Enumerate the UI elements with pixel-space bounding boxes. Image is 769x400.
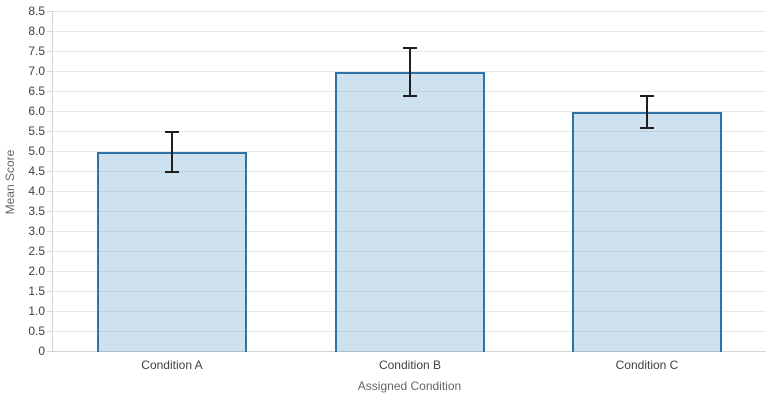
y-tick-label: 0.5 (28, 324, 45, 338)
y-tick-label: 2.5 (28, 244, 45, 258)
y-tick-label: 6.5 (28, 84, 45, 98)
gridline (53, 311, 766, 312)
category-label: Condition A (141, 358, 203, 372)
y-tick-label: 5.5 (28, 124, 45, 138)
y-tick-label: 1.5 (28, 284, 45, 298)
y-axis-tick (47, 71, 53, 72)
y-axis-tick (47, 191, 53, 192)
y-axis-tick (47, 51, 53, 52)
y-axis-tick (47, 291, 53, 292)
y-axis-tick (47, 11, 53, 12)
bar (97, 152, 247, 352)
y-axis-tick (47, 151, 53, 152)
error-bar-line (646, 96, 648, 128)
gridline (53, 191, 766, 192)
category-label: Condition C (615, 358, 679, 372)
error-bar-line (171, 132, 173, 172)
y-tick-label: 4.5 (28, 164, 45, 178)
error-bar-cap-bottom (640, 127, 654, 129)
error-bar-cap-top (403, 47, 417, 49)
y-tick-label: 8.5 (28, 4, 45, 18)
gridline (53, 111, 766, 112)
error-bar-cap-top (640, 95, 654, 97)
gridline (53, 171, 766, 172)
y-tick-label: 7.5 (28, 44, 45, 58)
y-axis-tick (47, 271, 53, 272)
error-bar-cap-bottom (165, 171, 179, 173)
y-tick-label: 3.0 (28, 224, 45, 238)
gridline (53, 251, 766, 252)
y-tick-label: 0 (38, 344, 45, 358)
error-bar-line (409, 48, 411, 96)
y-tick-label: 7.0 (28, 64, 45, 78)
y-axis-tick (47, 211, 53, 212)
gridline (53, 11, 766, 12)
y-axis-tick (47, 351, 53, 352)
y-axis-line (52, 12, 53, 352)
bar (572, 112, 722, 352)
y-tick-label: 2.0 (28, 264, 45, 278)
y-tick-label: 1.0 (28, 304, 45, 318)
y-axis-tick (47, 111, 53, 112)
y-tick-label: 4.0 (28, 184, 45, 198)
y-tick-label: 8.0 (28, 24, 45, 38)
y-tick-label: 6.0 (28, 104, 45, 118)
bar (335, 72, 485, 352)
category-label: Condition B (378, 358, 442, 372)
y-axis-tick (47, 251, 53, 252)
error-bar-cap-bottom (403, 95, 417, 97)
gridline (53, 31, 766, 32)
gridline (53, 211, 766, 212)
y-axis-tick (47, 91, 53, 92)
y-axis-tick (47, 31, 53, 32)
y-axis-tick (47, 131, 53, 132)
y-axis-tick (47, 171, 53, 172)
gridline (53, 151, 766, 152)
gridline (53, 351, 766, 352)
error-bar-cap-top (165, 131, 179, 133)
gridline (53, 231, 766, 232)
y-axis-tick (47, 231, 53, 232)
gridline (53, 131, 766, 132)
gridline (53, 271, 766, 272)
gridline (53, 291, 766, 292)
y-tick-label: 3.5 (28, 204, 45, 218)
y-axis-tick (47, 311, 53, 312)
gridline (53, 331, 766, 332)
y-axis-tick (47, 331, 53, 332)
x-axis-title: Assigned Condition (357, 379, 462, 393)
y-tick-label: 5.0 (28, 144, 45, 158)
